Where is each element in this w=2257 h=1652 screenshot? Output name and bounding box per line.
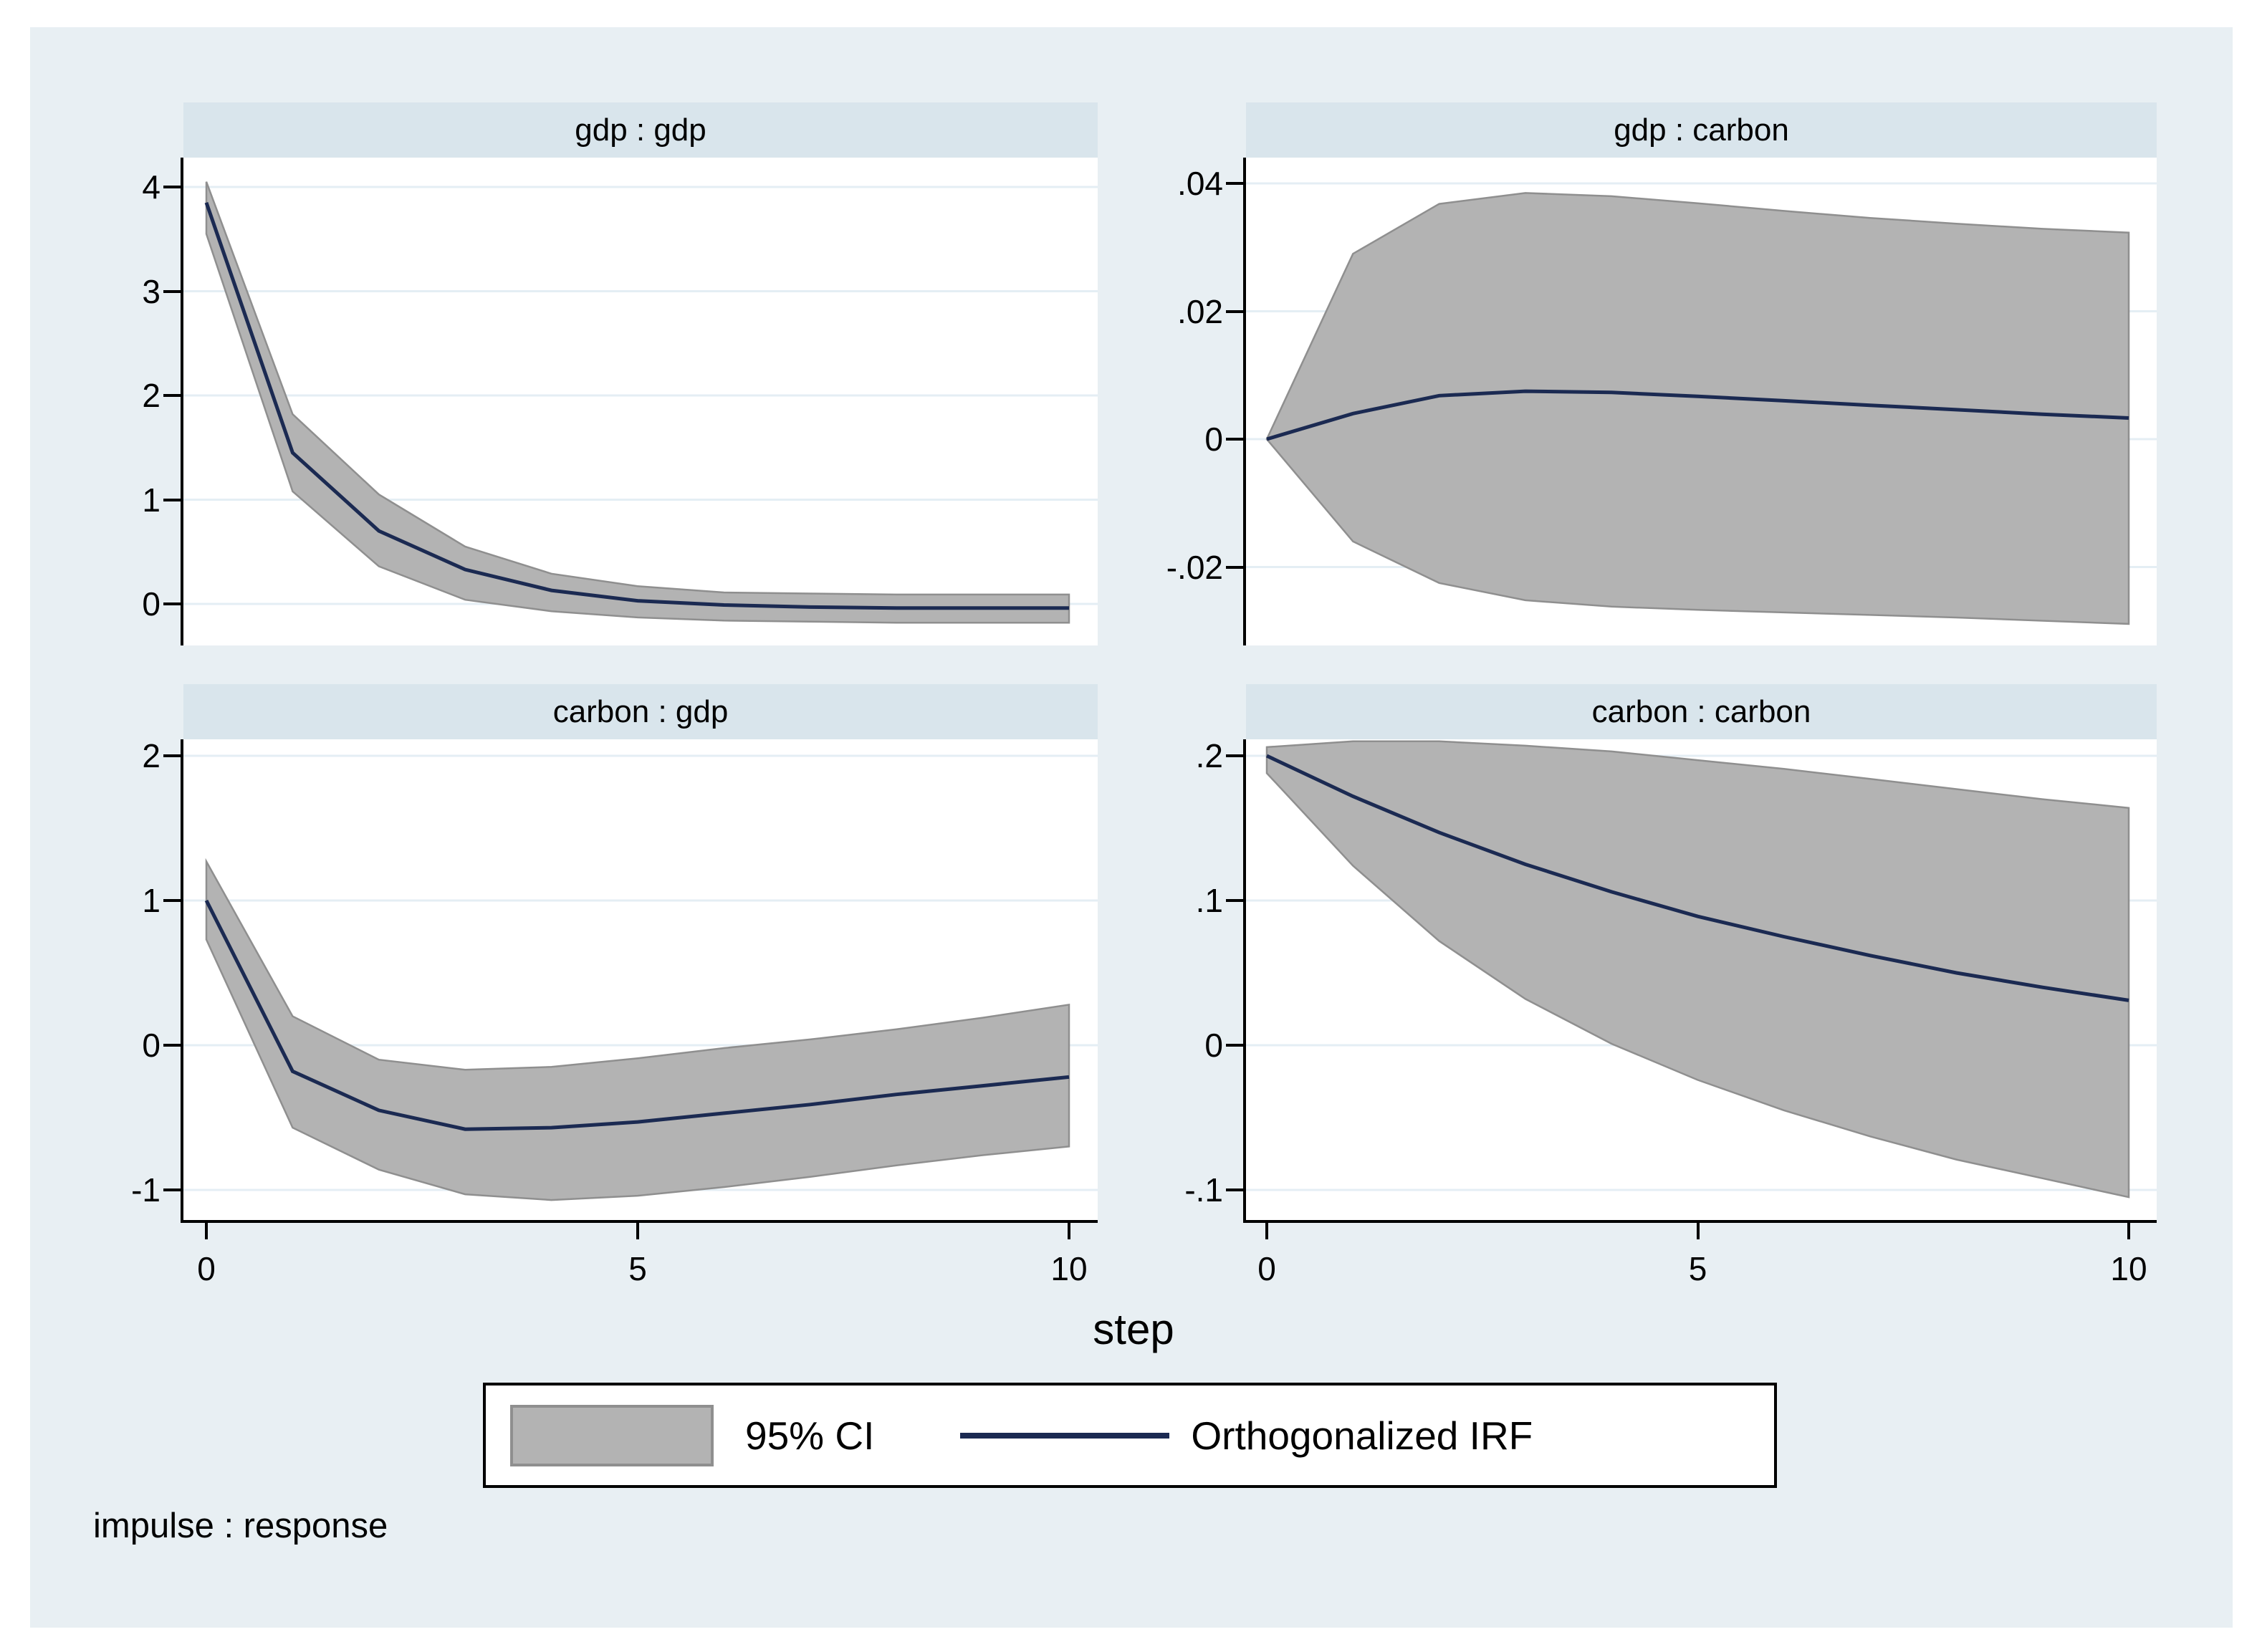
y-tick-label: 2 [142, 737, 160, 774]
panel-title-gdp-gdp: gdp : gdp [183, 102, 1098, 158]
irf-line [1266, 389, 2129, 441]
y-axis-tick [163, 186, 181, 188]
panel-title-carbon-gdp: carbon : gdp [183, 684, 1098, 739]
x-axis-title: step [1093, 1305, 1174, 1353]
plot-carbon-gdp [183, 739, 1098, 1220]
y-axis-tick [1226, 754, 1243, 757]
x-axis-tick [205, 1223, 208, 1239]
x-tick-label: 0 [1257, 1250, 1276, 1287]
irf-line [204, 899, 1070, 1131]
x-tick-label: 5 [1688, 1250, 1707, 1287]
y-axis-tick [1226, 438, 1243, 441]
y-axis-tick [1226, 309, 1243, 313]
y-axis-tick [163, 602, 181, 605]
ci-band [1265, 192, 2130, 625]
y-axis-line [1243, 158, 1246, 645]
y-axis-tick [1226, 182, 1243, 185]
y-axis-tick [163, 498, 181, 501]
y-tick-label: 0 [142, 1027, 160, 1064]
ci-legend-label: 95% CI [745, 1413, 875, 1458]
panel-title-text: gdp : carbon [1614, 112, 1789, 148]
legend: 95% CI Orthogonalized IRF [483, 1383, 1777, 1488]
y-axis-tick [163, 1044, 181, 1047]
panel-title-text: carbon : gdp [552, 693, 729, 729]
y-axis-tick [1226, 899, 1243, 902]
y-axis-tick [163, 1188, 181, 1191]
plot-gdp-carbon [1246, 158, 2157, 645]
y-axis-tick [163, 754, 181, 757]
y-tick-label: -.02 [1166, 548, 1223, 586]
y-axis-tick [1226, 1044, 1243, 1047]
y-tick-label: 0 [142, 585, 160, 623]
x-axis-tick [1265, 1223, 1268, 1239]
y-axis-line [181, 158, 183, 645]
y-tick-label: 2 [142, 377, 160, 414]
x-tick-label: 0 [197, 1250, 216, 1287]
x-tick-label: 5 [628, 1250, 647, 1287]
panel-title-text: carbon : carbon [1591, 693, 1811, 729]
ci-band-swatch [510, 1404, 714, 1466]
y-tick-label: 1 [142, 882, 160, 919]
irf-line-swatch [960, 1432, 1170, 1439]
irf-line [204, 201, 1069, 610]
x-axis-tick [1696, 1223, 1700, 1239]
panel-title-gdp-carbon: gdp : carbon [1246, 102, 2157, 158]
y-axis-line [181, 739, 183, 1220]
x-axis-tick [636, 1223, 639, 1239]
y-tick-label: .2 [1195, 737, 1223, 774]
panel-title-text: gdp : gdp [575, 112, 706, 148]
y-axis-tick [1226, 565, 1243, 569]
y-axis-tick [163, 394, 181, 397]
panel-title-carbon-carbon: carbon : carbon [1246, 684, 2157, 739]
y-tick-label: 3 [142, 272, 160, 310]
y-tick-label: -.1 [1184, 1171, 1223, 1209]
ci-band [1265, 740, 2130, 1199]
y-tick-label: 4 [142, 168, 160, 206]
y-tick-label: -1 [131, 1171, 160, 1209]
irf-legend-label: Orthogonalized IRF [1191, 1413, 1533, 1458]
y-axis-tick [1226, 1188, 1243, 1191]
x-tick-label: 10 [2110, 1250, 2147, 1287]
ci-band [205, 858, 1070, 1201]
y-tick-label: .04 [1177, 165, 1223, 202]
plot-carbon-carbon [1246, 739, 2157, 1220]
y-tick-label: 1 [142, 481, 160, 519]
y-axis-line [1243, 739, 1246, 1220]
ci-band [205, 181, 1070, 624]
irf-line [1265, 754, 2129, 1002]
impulse-response-note: impulse : response [93, 1507, 388, 1545]
x-axis-tick [2127, 1223, 2130, 1239]
y-tick-label: .1 [1195, 882, 1223, 919]
x-tick-label: 10 [1050, 1250, 1088, 1287]
x-axis-line [181, 1220, 1098, 1223]
y-tick-label: .02 [1177, 292, 1223, 330]
y-axis-tick [163, 289, 181, 293]
x-axis-line [1243, 1220, 2157, 1223]
x-axis-tick [1068, 1223, 1070, 1239]
plot-gdp-gdp [183, 158, 1098, 645]
y-tick-label: 0 [1204, 421, 1223, 458]
y-axis-tick [163, 899, 181, 902]
y-tick-label: 0 [1204, 1027, 1223, 1064]
